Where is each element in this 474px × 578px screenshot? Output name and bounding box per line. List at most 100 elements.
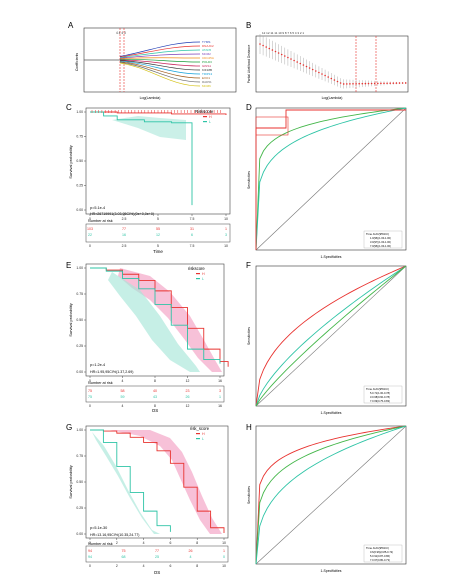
x-tick-label: 7.5 xyxy=(190,217,195,221)
risk-count: 25 xyxy=(155,555,159,559)
panel-b-xlabel: Log(Lambda) xyxy=(322,96,343,100)
cv-point xyxy=(367,82,370,85)
panel-f-legend-1: 5.0.71(1.00-0.78) xyxy=(370,391,390,395)
cv-point xyxy=(302,64,305,66)
risk-x-tick-label: 0 xyxy=(89,404,91,408)
panel-a-coef-lines xyxy=(84,41,201,87)
panel-c-km-curves xyxy=(90,110,227,206)
coef-line xyxy=(119,59,201,67)
panel-g-ci-band-h xyxy=(110,430,222,534)
panel-g-axes: 0.00 0.25 0.50 0.75 1.00 0 2 4 6 8 10 xyxy=(76,428,226,545)
panel-d-legend-1: 1.0(96)(1.00-1.00) xyxy=(370,236,391,240)
panel-f-legend-3: 7.0.69(0.75-0.83) xyxy=(370,399,390,403)
coef-line xyxy=(119,41,201,57)
panel-d-legend-title: Time AUC(95%CI) xyxy=(366,232,389,236)
panel-f-xlabel: 1-Specificities xyxy=(321,411,342,415)
panel-e-risk-table: 0 4 8 12 16 75 58 40 23 3 75 59 43 26 1 xyxy=(88,389,222,408)
cv-point xyxy=(342,83,345,85)
risk-count: 94 xyxy=(88,555,92,559)
panel-g-risk-frame xyxy=(85,545,229,563)
cv-point xyxy=(383,82,385,85)
cv-point xyxy=(321,73,323,75)
panel-c-hr: HR=26719991(3.03,95CI%)(0e+0,0e+0) xyxy=(90,212,154,216)
cv-point xyxy=(358,82,361,85)
roc-highlight-box xyxy=(255,116,289,136)
risk-count: 16 xyxy=(122,233,126,237)
cv-point xyxy=(280,53,283,56)
cv-point xyxy=(380,82,382,85)
cv-point xyxy=(352,83,354,85)
cv-point xyxy=(268,47,271,50)
roc-curve-3 xyxy=(255,265,407,407)
panel-c-risk-table: 0 2.5 5 7.5 10 103 77 55 31 1 22 16 12 6 3 xyxy=(87,227,228,248)
panel-letter-h: H xyxy=(246,423,252,432)
cv-point xyxy=(389,82,392,84)
risk-count: 3 xyxy=(225,233,227,237)
risk-count: 31 xyxy=(190,227,194,231)
panel-f-legend-2: 3.0.68(0.60-0.78) xyxy=(370,395,390,399)
panel-h-frame xyxy=(255,425,407,565)
y-tick-label: 0.75 xyxy=(76,454,83,458)
cv-point xyxy=(315,70,317,72)
panel-c-legend-title: Riskscore xyxy=(195,109,214,114)
panel-e-legend-l: L xyxy=(202,277,204,281)
risk-count: 68 xyxy=(122,555,126,559)
cv-point xyxy=(327,76,330,78)
risk-x-tick-label: 8 xyxy=(154,404,156,408)
roc-diagonal xyxy=(255,107,407,251)
panel-h-legend-box xyxy=(363,544,403,563)
panel-h: H Time AUC(95%CI) 0.6(0.96)(0.85-0.72) 5… xyxy=(246,423,407,573)
roc-curve-1 xyxy=(255,425,407,565)
risk-x-tick-label: 0 xyxy=(89,564,91,568)
panel-a-ylabel: Coefficients xyxy=(75,53,79,71)
panel-e-legend-h: H xyxy=(202,272,205,276)
y-tick-label: 0.00 xyxy=(76,532,83,536)
risk-count: 22 xyxy=(88,233,92,237)
x-tick-label: 0 xyxy=(89,541,91,545)
panel-h-ylabel: Sensitivities xyxy=(247,486,251,504)
cv-point xyxy=(296,61,299,63)
panel-d: D Time AUC(95%CI) 1.0(96)(1.00-1.00) 3.0… xyxy=(246,103,407,259)
panel-f-roc-curves xyxy=(255,265,407,407)
panel-d-xlabel: 1-Specificities xyxy=(321,255,342,259)
coef-legend-label: KIF18B xyxy=(202,68,212,72)
panel-g-ci-band-l xyxy=(92,432,160,534)
panel-g-legend-l: L xyxy=(202,437,204,441)
panel-e-legend-swatch-l xyxy=(196,278,200,280)
panel-e-legend: riskscore H L xyxy=(188,266,205,281)
y-tick-label: 0.00 xyxy=(76,208,83,212)
risk-count: 75 xyxy=(88,389,92,393)
cv-point xyxy=(330,77,333,80)
cv-point xyxy=(355,82,357,85)
panel-g-ylabel: Survival probability xyxy=(68,465,73,499)
panel-f-frame xyxy=(255,265,407,407)
x-tick-label: 0 xyxy=(89,217,91,221)
panel-c-legend-swatch-h xyxy=(203,116,207,118)
panel-g-legend-title: risk_score xyxy=(190,426,210,431)
risk-x-tick-label: 4 xyxy=(143,564,145,568)
risk-count: 103 xyxy=(87,227,93,231)
risk-count: 1 xyxy=(219,395,221,399)
cv-point xyxy=(274,50,277,53)
cv-point xyxy=(386,82,388,85)
panel-h-roc-curves xyxy=(255,425,407,565)
risk-x-tick-label: 2.5 xyxy=(122,244,127,248)
risk-count: 43 xyxy=(153,395,157,399)
panel-c-legend-h: H xyxy=(209,115,212,119)
cv-point xyxy=(324,74,326,77)
cv-point xyxy=(284,55,286,57)
y-tick-label: 0.75 xyxy=(76,292,83,296)
coef-legend-label: CDC25A xyxy=(202,56,214,60)
x-tick-label: 0 xyxy=(89,379,91,383)
roc-curve-1 xyxy=(255,265,407,407)
panel-e-legend-swatch-h xyxy=(196,273,200,275)
panel-f-legend-title: Time AUC(95%CI) xyxy=(366,387,389,391)
coef-legend-label: EXO1 xyxy=(202,76,210,80)
panel-c-legend: Riskscore H L xyxy=(195,109,214,124)
x-tick-label: 6 xyxy=(169,541,171,545)
y-tick-label: 1.00 xyxy=(76,110,83,114)
roc-diagonal xyxy=(255,265,407,407)
panel-letter-c: C xyxy=(66,103,72,112)
cv-point xyxy=(373,82,376,85)
